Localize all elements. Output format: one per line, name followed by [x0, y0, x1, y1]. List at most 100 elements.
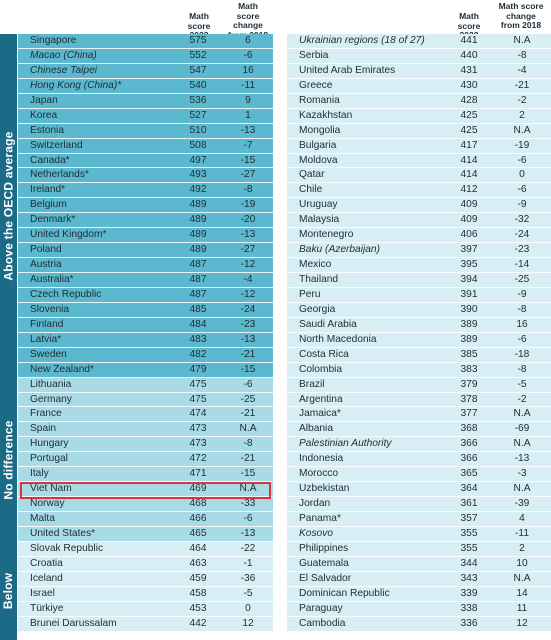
- math-score: 441: [460, 35, 478, 46]
- score-change: 16: [516, 318, 528, 330]
- score-change: -1: [243, 557, 253, 569]
- math-score: 459: [189, 572, 207, 584]
- math-score: 508: [189, 139, 207, 151]
- score-change: -6: [243, 49, 253, 61]
- table-row: Greece 430 -21: [287, 78, 551, 94]
- math-score: 540: [189, 79, 207, 91]
- score-change: -39: [514, 498, 530, 510]
- country-name: Austria: [30, 259, 62, 271]
- country-name: Morocco: [299, 468, 339, 480]
- table-row: United States* 465 -13: [18, 526, 273, 542]
- table-row: Serbia 440 -8: [287, 48, 551, 64]
- table-row: Slovak Republic 464 -22: [18, 541, 273, 557]
- math-score: 536: [189, 94, 207, 106]
- table-row: Poland 489 -27: [18, 243, 273, 259]
- score-change: N.A: [513, 124, 531, 136]
- country-name: Mexico: [299, 259, 332, 271]
- country-name: Chinese Taipei: [30, 64, 98, 76]
- math-score: 473: [189, 423, 207, 435]
- table-row: Georgia 390 -8: [287, 302, 551, 318]
- math-score: 482: [189, 348, 207, 360]
- math-score: 391: [460, 288, 478, 300]
- table-row: Kosovo 355 -11: [287, 526, 551, 542]
- score-change: 10: [516, 557, 528, 569]
- table-row: Baku (Azerbaijan) 397 -23: [287, 243, 551, 259]
- right-score-header-line1: Math score: [457, 11, 481, 31]
- country-name: France: [30, 408, 62, 420]
- left-change-header-line1: Math score: [236, 1, 260, 21]
- score-change: -27: [240, 244, 256, 256]
- table-row: Brunei Darussalam 442 12: [18, 616, 273, 632]
- score-change: 12: [516, 617, 528, 629]
- score-change: -69: [514, 423, 530, 435]
- table-row: Romania 428 -2: [287, 93, 551, 109]
- math-score: 344: [460, 557, 478, 569]
- country-name: Switzerland: [30, 139, 83, 151]
- table-row: Finland 484 -23: [18, 317, 273, 333]
- score-change: 2: [519, 109, 525, 121]
- math-score: 368: [460, 423, 478, 435]
- score-change: -36: [240, 572, 256, 584]
- table-row: Brazil 379 -5: [287, 377, 551, 393]
- math-score: 409: [460, 214, 478, 226]
- score-change: -3: [517, 468, 527, 480]
- score-change: 4: [519, 513, 525, 524]
- score-change: -33: [240, 498, 256, 510]
- math-score: 484: [189, 318, 207, 330]
- score-change: -13: [240, 124, 256, 136]
- score-change: -7: [243, 139, 253, 151]
- score-change: -21: [240, 408, 256, 420]
- country-name: Philippines: [299, 542, 349, 554]
- country-name: Hungary: [30, 438, 69, 450]
- math-score: 510: [189, 124, 207, 136]
- table-row: North Macedonia 389 -6: [287, 332, 551, 348]
- math-score: 366: [460, 438, 478, 450]
- table-row: Mongolia 425 N.A: [287, 123, 551, 139]
- score-change: -15: [240, 154, 256, 166]
- table-row: Dominican Republic 339 14: [287, 586, 551, 602]
- score-change: -23: [514, 244, 530, 256]
- math-score: 414: [460, 154, 478, 166]
- score-change: N.A: [513, 572, 531, 584]
- table-row: Lithuania 475 -6: [18, 377, 273, 393]
- math-score: 552: [189, 49, 207, 61]
- country-name: Georgia: [299, 303, 336, 315]
- country-name: Cambodia: [299, 617, 346, 629]
- country-name: Paraguay: [299, 602, 343, 614]
- country-name: Malaysia: [299, 214, 340, 226]
- band-below-oecd: Below: [0, 542, 17, 640]
- table-row: Austria 487 -12: [18, 258, 273, 273]
- math-score: 492: [189, 184, 207, 196]
- table-row: Spain 473 N.A: [18, 422, 273, 438]
- country-name: Netherlands*: [30, 169, 89, 181]
- table-row: Malta 466 -6: [18, 512, 273, 527]
- country-name: Singapore: [30, 35, 77, 46]
- right-change-header: Math score change from 2018: [496, 1, 546, 36]
- country-name: Slovak Republic: [30, 542, 104, 554]
- score-change: -21: [240, 348, 256, 360]
- table-row: Philippines 355 2: [287, 541, 551, 557]
- math-score: 465: [189, 527, 207, 539]
- table-row: Japan 536 9: [18, 93, 273, 109]
- table-row: Germany 475 -25: [18, 392, 273, 408]
- country-name: Sweden: [30, 348, 67, 360]
- country-name: Saudi Arabia: [299, 318, 357, 330]
- math-score: 547: [189, 64, 207, 76]
- score-change: -6: [243, 378, 253, 390]
- table-row: Portugal 472 -21: [18, 452, 273, 468]
- table-row: Norway 468 -33: [18, 497, 273, 512]
- math-score: 417: [460, 139, 478, 151]
- table-row: Thailand 394 -25: [287, 273, 551, 288]
- country-name: Iceland: [30, 572, 63, 584]
- table-row: United Arab Emirates 431 -4: [287, 63, 551, 79]
- score-change: -12: [240, 288, 256, 300]
- math-score: 453: [189, 602, 207, 614]
- score-change: N.A: [513, 35, 531, 46]
- country-name: United States*: [30, 527, 96, 539]
- country-name: Australia*: [30, 274, 74, 285]
- country-name: Czech Republic: [30, 288, 102, 300]
- math-score: 458: [189, 587, 207, 599]
- math-score: 487: [189, 259, 207, 271]
- band-below-label: Below: [1, 572, 16, 610]
- score-change: -13: [514, 453, 530, 465]
